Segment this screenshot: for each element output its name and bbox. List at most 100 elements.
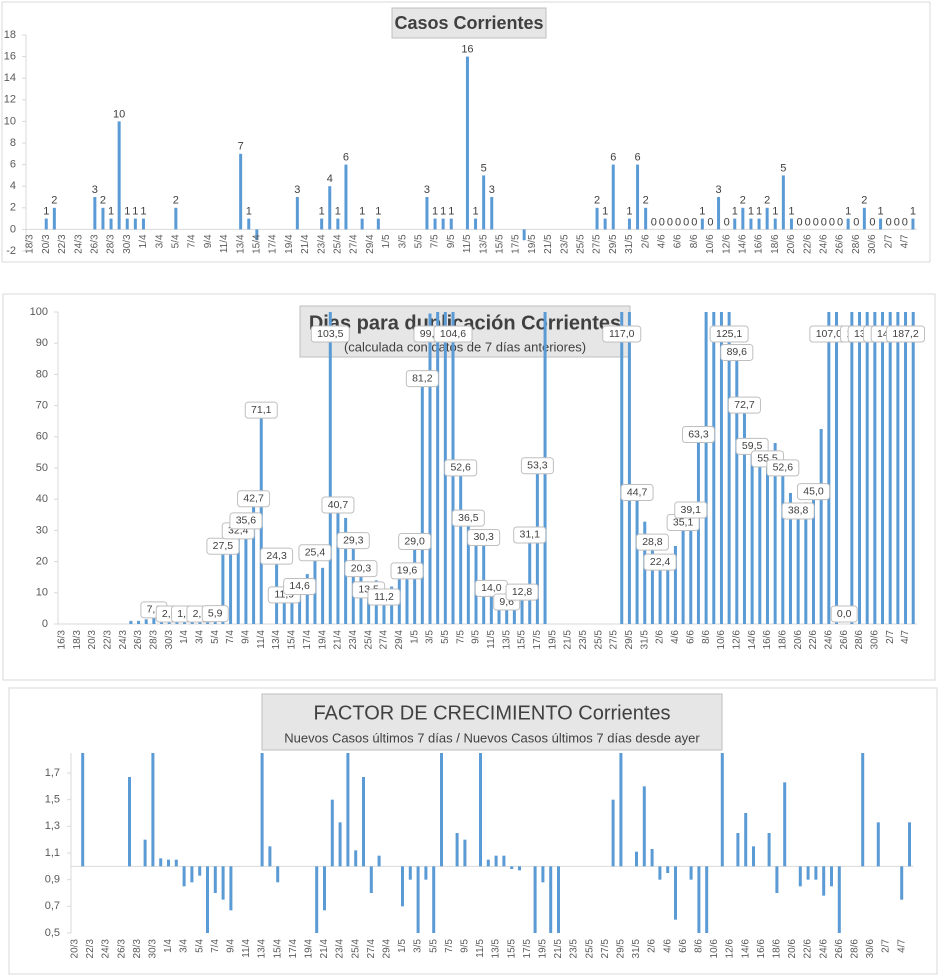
data-label: 52,6 — [450, 462, 471, 474]
bar — [268, 846, 272, 867]
data-label-box — [720, 343, 754, 361]
y-tick-label: 10 — [36, 587, 48, 599]
data-label-box — [781, 502, 815, 520]
x-tick-label: 15/5 — [506, 939, 517, 959]
bar — [482, 175, 486, 230]
y-tick-label: 0,5 — [45, 927, 60, 939]
x-tick-label: 8/6 — [689, 234, 700, 248]
y-tick-label: 1,7 — [45, 767, 60, 779]
data-label-box — [367, 588, 401, 606]
data-label: 0 — [894, 216, 900, 228]
y-tick-label: 16 — [4, 51, 16, 63]
x-tick-label: 17/4 — [288, 939, 299, 959]
bar — [719, 312, 723, 624]
data-label: 20,3 — [351, 562, 372, 574]
x-tick-label: 25/5 — [584, 939, 595, 959]
bar — [758, 449, 762, 624]
data-label: 30,3 — [473, 531, 494, 543]
bar — [827, 312, 831, 624]
bar — [603, 218, 607, 230]
data-label: 0 — [821, 216, 827, 228]
data-label: 40,7 — [328, 499, 349, 511]
x-tick-label: 25/4 — [332, 234, 343, 254]
bar — [873, 312, 877, 624]
bar — [781, 459, 785, 624]
x-tick-label: 13/5 — [478, 234, 489, 254]
data-label: 0 — [805, 216, 811, 228]
y-tick-label: 1,3 — [45, 820, 60, 832]
bar — [369, 866, 373, 893]
data-label-box — [635, 533, 669, 551]
bar — [328, 186, 332, 230]
bar — [81, 753, 85, 867]
x-tick-label: 29/4 — [382, 939, 393, 959]
data-label: 22,4 — [650, 556, 671, 568]
x-tick-label: 9/4 — [203, 234, 214, 248]
bar — [557, 866, 560, 933]
bar — [635, 484, 639, 624]
data-label: 2 — [173, 195, 179, 207]
data-label-box — [727, 396, 761, 414]
bar — [911, 312, 915, 624]
y-tick-label: 6 — [10, 159, 16, 171]
bar — [735, 344, 739, 624]
x-tick-label: 31/5 — [624, 234, 635, 254]
data-label: 25,4 — [305, 547, 326, 559]
x-tick-label: 8/6 — [694, 939, 705, 953]
x-tick-label: 1/5 — [381, 234, 392, 248]
data-label: 2 — [643, 195, 649, 207]
x-tick-label: 25/5 — [575, 234, 586, 254]
bar — [830, 866, 833, 887]
bar — [408, 866, 412, 880]
data-label-box — [405, 370, 439, 388]
bar — [819, 429, 823, 624]
bar — [474, 530, 478, 624]
data-label: 2 — [861, 195, 867, 207]
x-tick-label: 20/6 — [787, 939, 798, 959]
bar — [727, 312, 731, 624]
x-tick-label: 17/5 — [522, 939, 533, 959]
x-tick-label: 27/5 — [609, 630, 620, 650]
bar — [433, 218, 437, 230]
data-label-box — [681, 426, 715, 444]
bar — [611, 799, 615, 867]
x-tick-label: 5/4 — [210, 630, 221, 644]
bar — [635, 851, 638, 867]
bar — [282, 586, 286, 624]
x-tick-label: 14/6 — [740, 939, 751, 959]
bar — [767, 833, 771, 867]
bar — [190, 866, 194, 883]
x-tick-label: 16/6 — [762, 630, 773, 650]
data-label: 4 — [327, 173, 333, 185]
data-label: 10 — [113, 108, 125, 120]
data-label: 0 — [813, 216, 819, 228]
bar — [174, 859, 178, 867]
x-tick-label: 7/4 — [210, 939, 221, 953]
bar — [323, 866, 326, 911]
bar — [125, 218, 129, 230]
x-tick-label: 6/6 — [673, 234, 684, 248]
bar — [911, 218, 915, 230]
data-label: 107,0 — [816, 328, 842, 340]
x-tick-label: 30/6 — [865, 939, 876, 959]
x-tick-label: 12/6 — [731, 630, 742, 650]
bar — [888, 312, 892, 624]
x-tick-label: 7/4 — [187, 234, 198, 248]
data-label: 42,7 — [243, 493, 264, 505]
bar — [486, 859, 490, 867]
bars — [129, 312, 915, 624]
x-tick-label: 21/4 — [319, 939, 330, 959]
bar — [650, 534, 654, 624]
x-tick-label: 13/5 — [491, 939, 502, 959]
x-tick-label: 7/5 — [444, 939, 455, 953]
bar — [658, 866, 662, 880]
x-tick-label: 13/5 — [501, 630, 512, 650]
data-label-box — [433, 325, 473, 343]
bar — [425, 197, 429, 230]
x-tick-label: 29/4 — [394, 630, 405, 650]
x-tick-label: 22/6 — [808, 630, 819, 650]
x-tick-label: 4/6 — [656, 234, 667, 248]
bar — [522, 229, 526, 241]
data-label: 1 — [845, 206, 851, 218]
x-tick-label: 17/5 — [532, 630, 543, 650]
